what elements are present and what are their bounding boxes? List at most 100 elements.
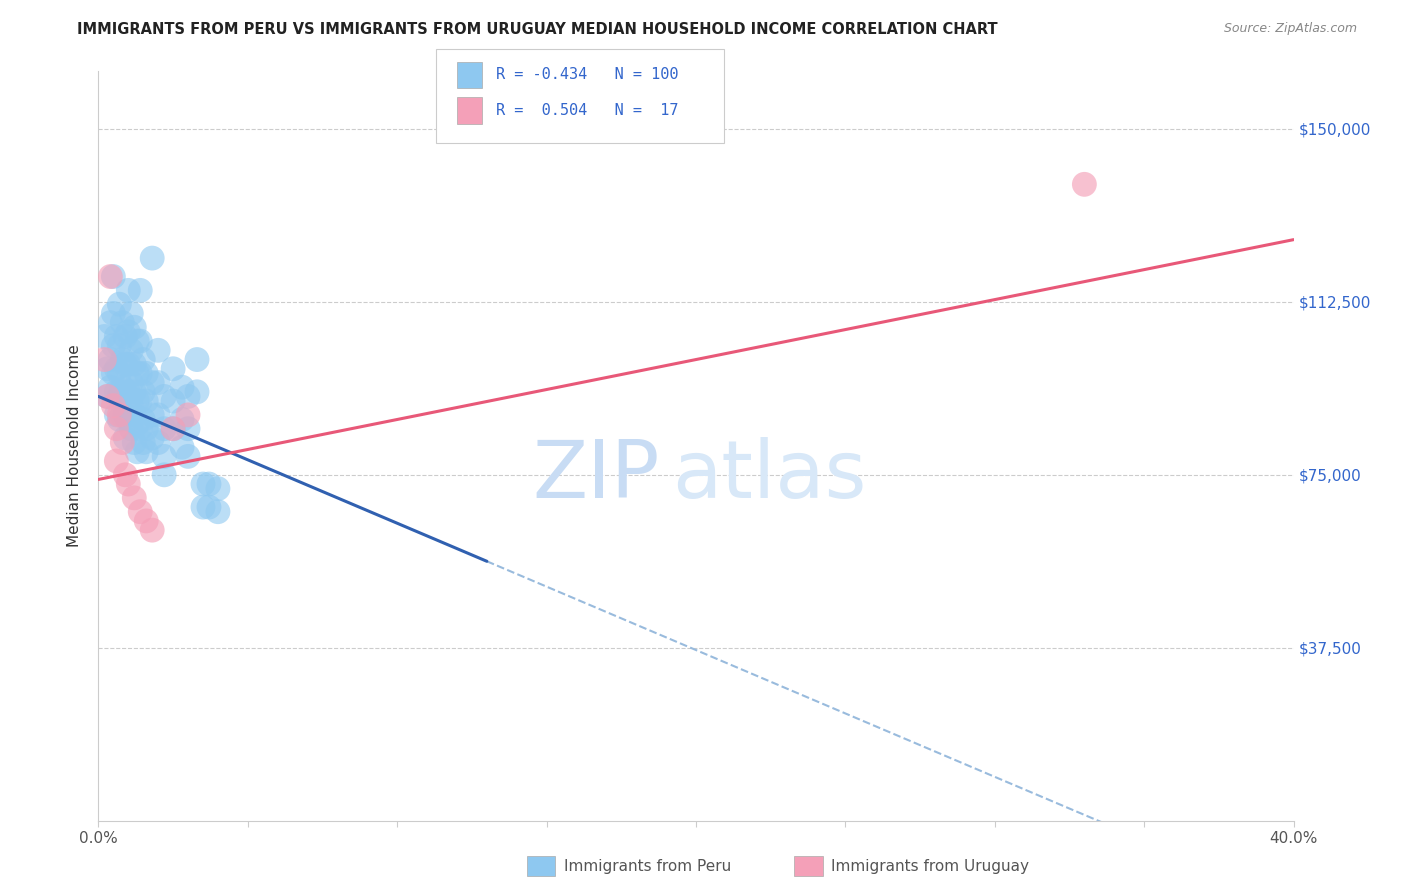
Point bbox=[103, 269, 125, 284]
Point bbox=[132, 435, 155, 450]
Point bbox=[162, 394, 184, 409]
Point bbox=[132, 384, 155, 399]
Point bbox=[177, 408, 200, 422]
Point bbox=[124, 408, 146, 422]
Point bbox=[162, 422, 184, 436]
Point bbox=[135, 514, 157, 528]
Point bbox=[103, 306, 125, 320]
Point bbox=[153, 450, 176, 464]
Point bbox=[111, 408, 134, 422]
Point bbox=[153, 422, 176, 436]
Point bbox=[135, 444, 157, 458]
Point bbox=[148, 435, 170, 450]
Point bbox=[105, 454, 128, 468]
Point bbox=[177, 389, 200, 403]
Point bbox=[127, 417, 149, 431]
Point bbox=[114, 384, 136, 399]
Point bbox=[135, 367, 157, 381]
Point bbox=[105, 329, 128, 343]
Point bbox=[148, 376, 170, 390]
Point bbox=[120, 376, 142, 390]
Point bbox=[111, 352, 134, 367]
Point bbox=[148, 343, 170, 358]
Point bbox=[105, 422, 128, 436]
Point bbox=[198, 500, 221, 514]
Point bbox=[93, 329, 115, 343]
Point bbox=[108, 297, 131, 311]
Point bbox=[117, 477, 139, 491]
Point bbox=[124, 491, 146, 505]
Point bbox=[103, 367, 125, 381]
Point bbox=[105, 384, 128, 399]
Point bbox=[114, 329, 136, 343]
Point bbox=[117, 325, 139, 339]
Text: ZIP: ZIP bbox=[533, 437, 661, 515]
Text: Immigrants from Uruguay: Immigrants from Uruguay bbox=[831, 859, 1029, 873]
Point bbox=[132, 352, 155, 367]
Point bbox=[129, 367, 152, 381]
Point bbox=[93, 352, 115, 367]
Point bbox=[186, 352, 208, 367]
Point bbox=[129, 334, 152, 348]
Point bbox=[141, 523, 163, 537]
Point bbox=[129, 505, 152, 519]
Point bbox=[114, 357, 136, 371]
Point bbox=[127, 444, 149, 458]
Point bbox=[98, 269, 122, 284]
Point bbox=[98, 380, 122, 394]
Point bbox=[141, 251, 163, 265]
Point bbox=[148, 408, 170, 422]
Point bbox=[117, 384, 139, 399]
Point bbox=[120, 343, 142, 358]
Point bbox=[141, 431, 163, 445]
Text: R = -0.434   N = 100: R = -0.434 N = 100 bbox=[496, 68, 679, 82]
Point bbox=[96, 361, 118, 376]
Point bbox=[117, 412, 139, 426]
Point bbox=[127, 334, 149, 348]
Point bbox=[153, 389, 176, 403]
Point bbox=[198, 477, 221, 491]
Text: Immigrants from Peru: Immigrants from Peru bbox=[564, 859, 731, 873]
Point bbox=[172, 440, 194, 454]
Point bbox=[111, 380, 134, 394]
Point bbox=[129, 422, 152, 436]
Point bbox=[108, 339, 131, 353]
Point bbox=[103, 339, 125, 353]
Point bbox=[135, 422, 157, 436]
Point bbox=[177, 422, 200, 436]
Point bbox=[162, 361, 184, 376]
Point bbox=[114, 431, 136, 445]
Point bbox=[120, 422, 142, 436]
Point bbox=[103, 399, 125, 413]
Point bbox=[124, 384, 146, 399]
Point bbox=[111, 435, 134, 450]
Point bbox=[120, 399, 142, 413]
Point bbox=[98, 316, 122, 330]
Point bbox=[162, 422, 184, 436]
Point bbox=[117, 284, 139, 298]
Point bbox=[114, 467, 136, 482]
Point bbox=[207, 482, 229, 496]
Point bbox=[108, 389, 131, 403]
Text: R =  0.504   N =  17: R = 0.504 N = 17 bbox=[496, 103, 679, 118]
Point bbox=[186, 384, 208, 399]
Point bbox=[172, 380, 194, 394]
Point bbox=[207, 505, 229, 519]
Point bbox=[114, 408, 136, 422]
Point bbox=[127, 394, 149, 409]
Point bbox=[124, 357, 146, 371]
Point bbox=[127, 367, 149, 381]
Point bbox=[105, 408, 128, 422]
Point bbox=[124, 435, 146, 450]
Point bbox=[105, 361, 128, 376]
Text: Source: ZipAtlas.com: Source: ZipAtlas.com bbox=[1223, 22, 1357, 36]
Point bbox=[191, 500, 214, 514]
Point bbox=[111, 316, 134, 330]
Point bbox=[141, 408, 163, 422]
Y-axis label: Median Household Income: Median Household Income bbox=[67, 344, 83, 548]
Point bbox=[96, 389, 118, 403]
Point bbox=[1073, 178, 1095, 192]
Text: atlas: atlas bbox=[672, 437, 866, 515]
Point bbox=[135, 394, 157, 409]
Point bbox=[141, 376, 163, 390]
